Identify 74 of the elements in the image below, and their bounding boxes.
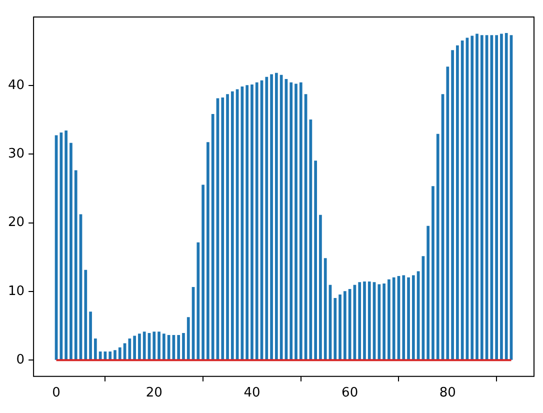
bar (70, 142, 72, 360)
bar (118, 347, 122, 360)
bar (275, 72, 278, 360)
bar (470, 36, 474, 360)
bar (250, 84, 254, 360)
bar (436, 134, 440, 360)
bar (388, 279, 390, 360)
bar (426, 226, 430, 360)
bar (280, 74, 283, 360)
bar (299, 82, 302, 360)
bar (378, 284, 381, 360)
y-tick-label: 20 (8, 215, 25, 230)
bar (456, 45, 459, 360)
bar (64, 130, 68, 360)
bar (177, 335, 180, 360)
bar (319, 214, 322, 360)
bar (402, 275, 406, 360)
bar (407, 277, 410, 360)
bar (89, 312, 92, 360)
x-tick-label: 80 (439, 386, 456, 401)
bar (294, 84, 298, 360)
bar (338, 294, 342, 360)
bar (84, 270, 88, 360)
bar (226, 94, 229, 360)
x-tick-label: 40 (244, 386, 260, 401)
bar (363, 281, 366, 360)
bar (138, 334, 141, 360)
bar (230, 91, 234, 360)
bar (504, 33, 508, 360)
bar (343, 291, 346, 360)
bar (255, 82, 258, 360)
bar (206, 142, 210, 360)
bar (476, 34, 478, 360)
bar (211, 114, 214, 360)
bar (128, 338, 132, 360)
y-tick-label: 10 (8, 284, 25, 299)
bar (309, 119, 312, 360)
y-tick-label: 30 (8, 146, 25, 162)
bar (358, 282, 362, 360)
bar (133, 336, 136, 360)
bar (382, 284, 386, 360)
x-tick-label: 60 (342, 386, 358, 401)
y-tick-label: 40 (8, 78, 25, 93)
bar (412, 275, 415, 360)
bar (152, 332, 156, 360)
bar (314, 160, 317, 360)
bar (446, 66, 450, 360)
bar (202, 184, 204, 360)
bar (392, 277, 396, 360)
bar (74, 170, 78, 360)
bar (265, 76, 268, 360)
bar (500, 34, 503, 360)
bar (142, 332, 146, 360)
bar (480, 35, 484, 360)
bar (270, 74, 273, 360)
bar (94, 338, 97, 360)
bar (324, 258, 327, 360)
bar (196, 242, 200, 360)
bar (221, 98, 224, 360)
bar (186, 317, 190, 360)
bar (290, 82, 293, 360)
x-tick-label: 0 (52, 386, 60, 401)
bar (162, 334, 166, 360)
bar (451, 50, 454, 360)
bar (460, 40, 464, 360)
y-tick-label: 0 (16, 352, 25, 368)
bar (246, 85, 249, 360)
bar (182, 332, 185, 360)
bar (334, 298, 337, 360)
bar (495, 35, 498, 360)
bar (368, 281, 371, 360)
x-tick-label: 20 (146, 386, 162, 401)
bar (158, 332, 160, 360)
bar (432, 186, 434, 360)
